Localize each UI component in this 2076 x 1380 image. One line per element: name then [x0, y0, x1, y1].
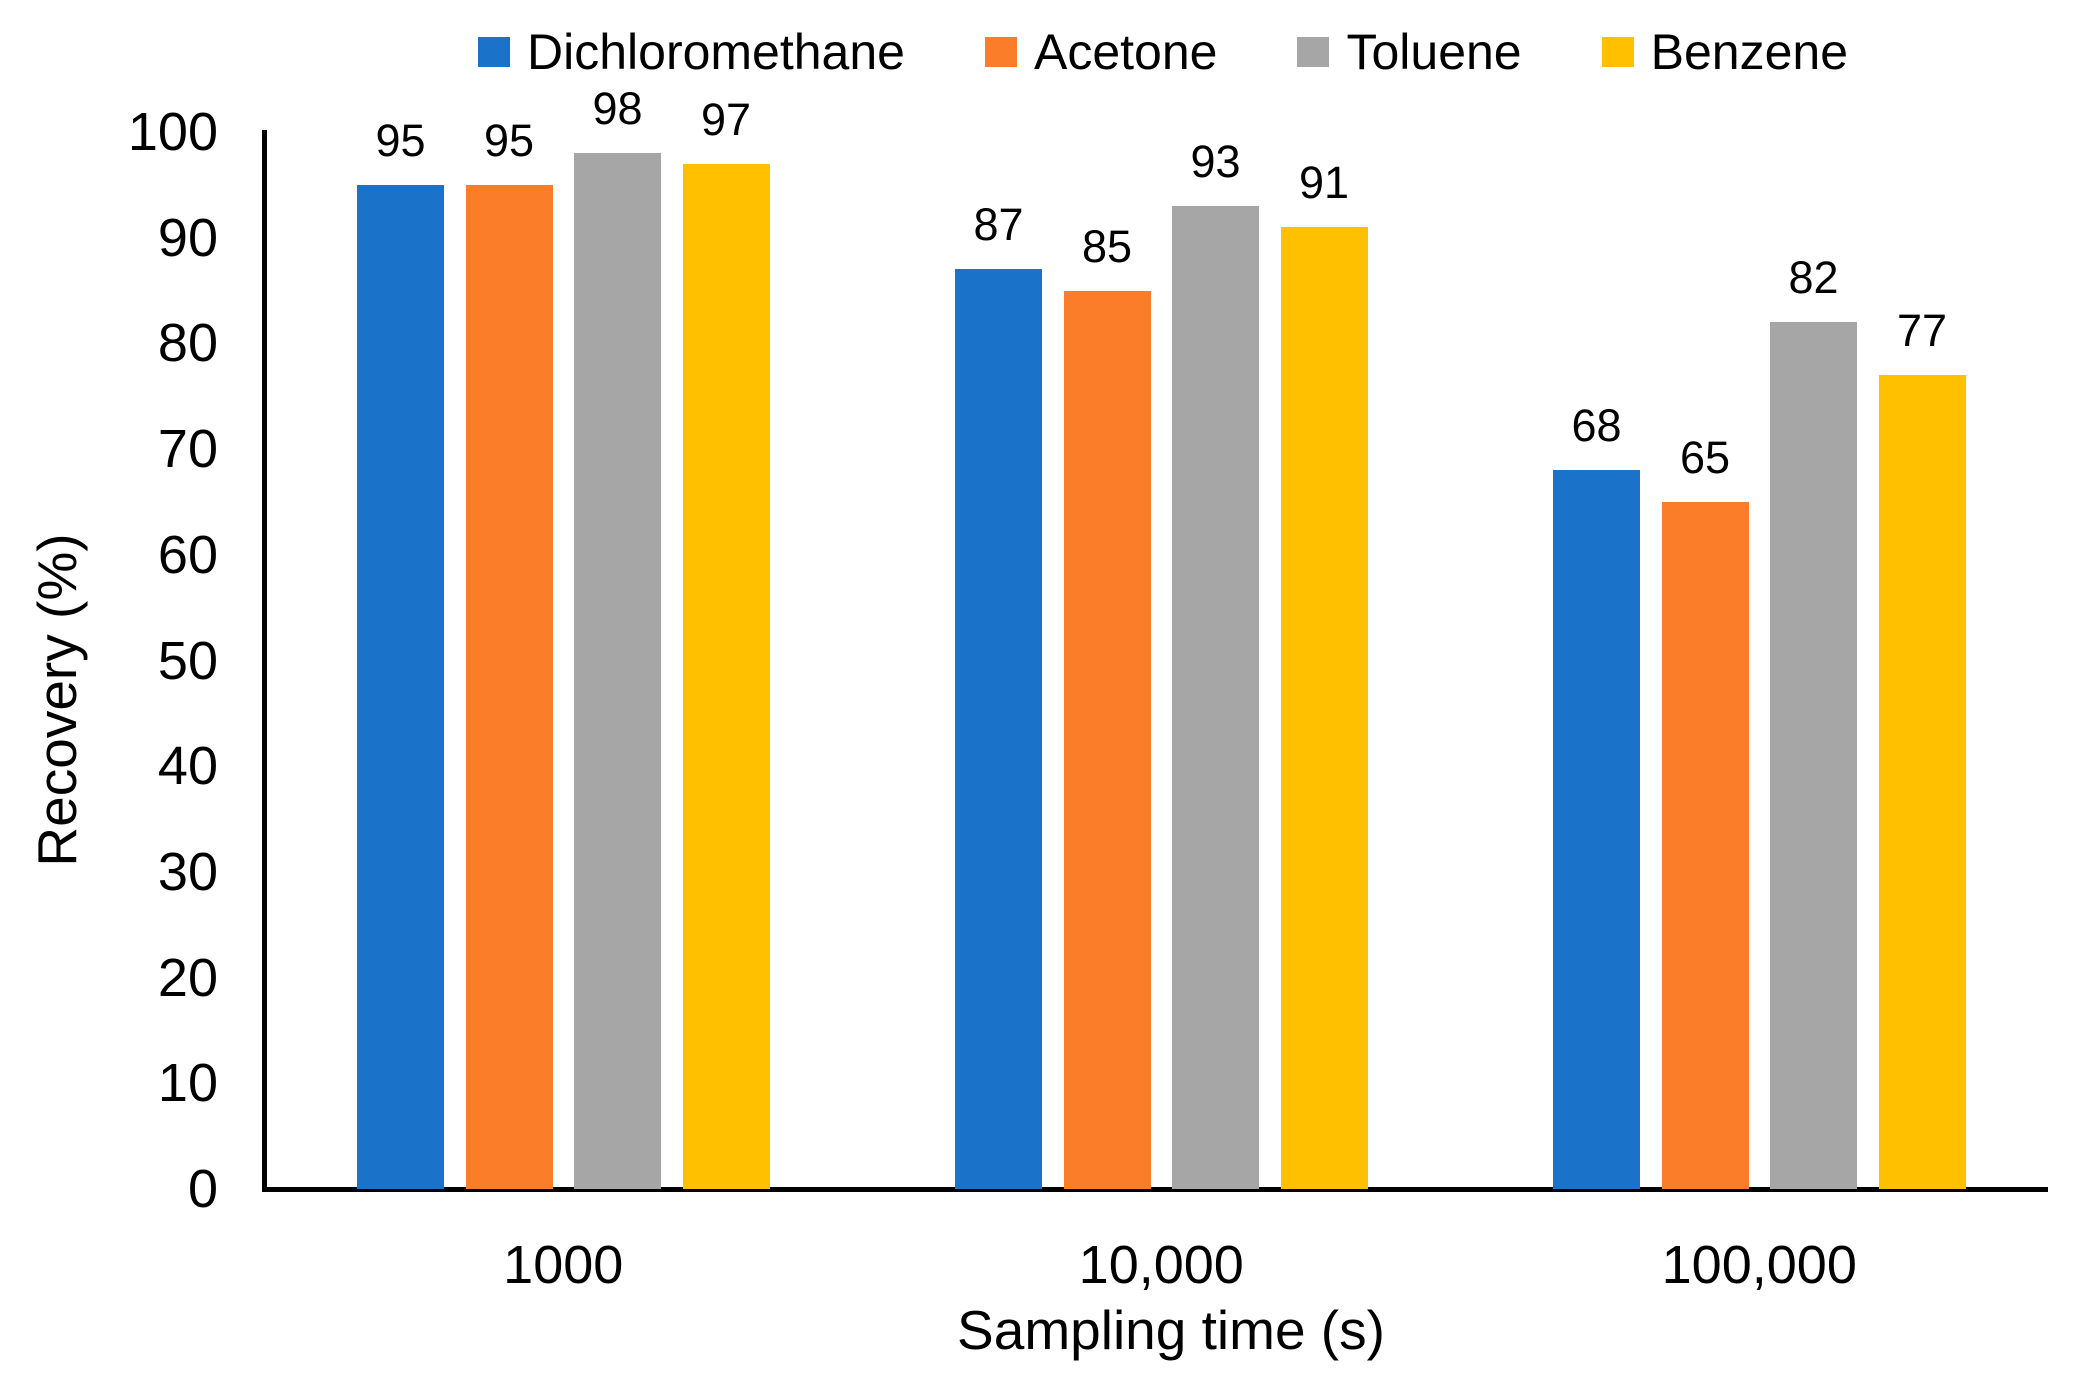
bar-value-label: 91	[1298, 157, 1350, 209]
y-tick-label: 10	[157, 1053, 218, 1114]
bar-value-label: 68	[1571, 400, 1622, 452]
x-axis-line	[262, 1187, 2048, 1192]
legend-item-toluene: Toluene	[1297, 24, 1522, 80]
bar-dichloromethane-100000	[1553, 470, 1640, 1189]
bar-acetone-100000	[1661, 501, 1749, 1189]
legend-swatch-icon	[984, 37, 1017, 67]
legend-item-benzene: Benzene	[1601, 24, 1849, 80]
bar-acetone-1000	[465, 184, 553, 1189]
y-tick-label: 100	[127, 102, 218, 162]
bar-benzene-10000	[1280, 227, 1368, 1189]
bar-value-label: 98	[592, 83, 643, 135]
y-tick-label: 0	[187, 1159, 218, 1219]
bar-toluene-100000	[1770, 322, 1857, 1189]
legend-label: Dichloromethane	[527, 24, 905, 80]
legend-swatch-icon	[478, 37, 510, 67]
bar-value-label: 77	[1896, 305, 1948, 357]
legend-item-acetone: Acetone	[984, 24, 1218, 80]
legend-label: Acetone	[1033, 24, 1218, 80]
bar-value-label: 93	[1190, 135, 1241, 187]
bar-value-label: 82	[1788, 252, 1839, 304]
bar-dichloromethane-1000	[357, 184, 444, 1189]
bar-value-label: 85	[1081, 220, 1133, 272]
y-tick-label: 80	[157, 313, 218, 374]
bar-toluene-1000	[574, 153, 661, 1189]
y-axis-title: Recovery (%)	[26, 533, 88, 867]
x-category-label: 1000	[503, 1235, 624, 1295]
x-axis-title: Sampling time (s)	[957, 1299, 1385, 1361]
x-category-label: 100,000	[1661, 1235, 1857, 1295]
y-tick-label: 60	[157, 524, 218, 585]
bar-value-label: 97	[700, 93, 752, 145]
bar-value-label: 65	[1679, 431, 1731, 483]
legend-swatch-icon	[1601, 37, 1634, 67]
y-tick-label: 90	[157, 207, 218, 268]
bar-toluene-10000	[1172, 205, 1259, 1189]
bar-value-label: 95	[483, 114, 535, 166]
legend-swatch-icon	[1297, 37, 1330, 67]
bar-dichloromethane-10000	[955, 269, 1042, 1189]
legend: Dichloromethane Acetone Toluene Benzene	[478, 24, 1849, 80]
y-tick-label: 50	[157, 630, 218, 691]
legend-label: Benzene	[1650, 24, 1849, 80]
bar-acetone-10000	[1063, 290, 1151, 1189]
bar-benzene-1000	[682, 163, 770, 1189]
bar-value-label: 95	[375, 114, 426, 166]
x-category-label: 10,000	[1078, 1235, 1244, 1295]
y-tick-label: 30	[157, 841, 218, 902]
y-axis-line	[262, 130, 267, 1192]
y-tick-label: 20	[157, 947, 218, 1008]
y-tick-label: 40	[157, 736, 218, 797]
bar-value-label: 87	[973, 199, 1024, 251]
legend-item-dichloromethane: Dichloromethane	[478, 27, 905, 77]
y-tick-label: 70	[157, 419, 218, 480]
bar-benzene-100000	[1878, 375, 1966, 1189]
legend-label: Toluene	[1346, 24, 1522, 80]
